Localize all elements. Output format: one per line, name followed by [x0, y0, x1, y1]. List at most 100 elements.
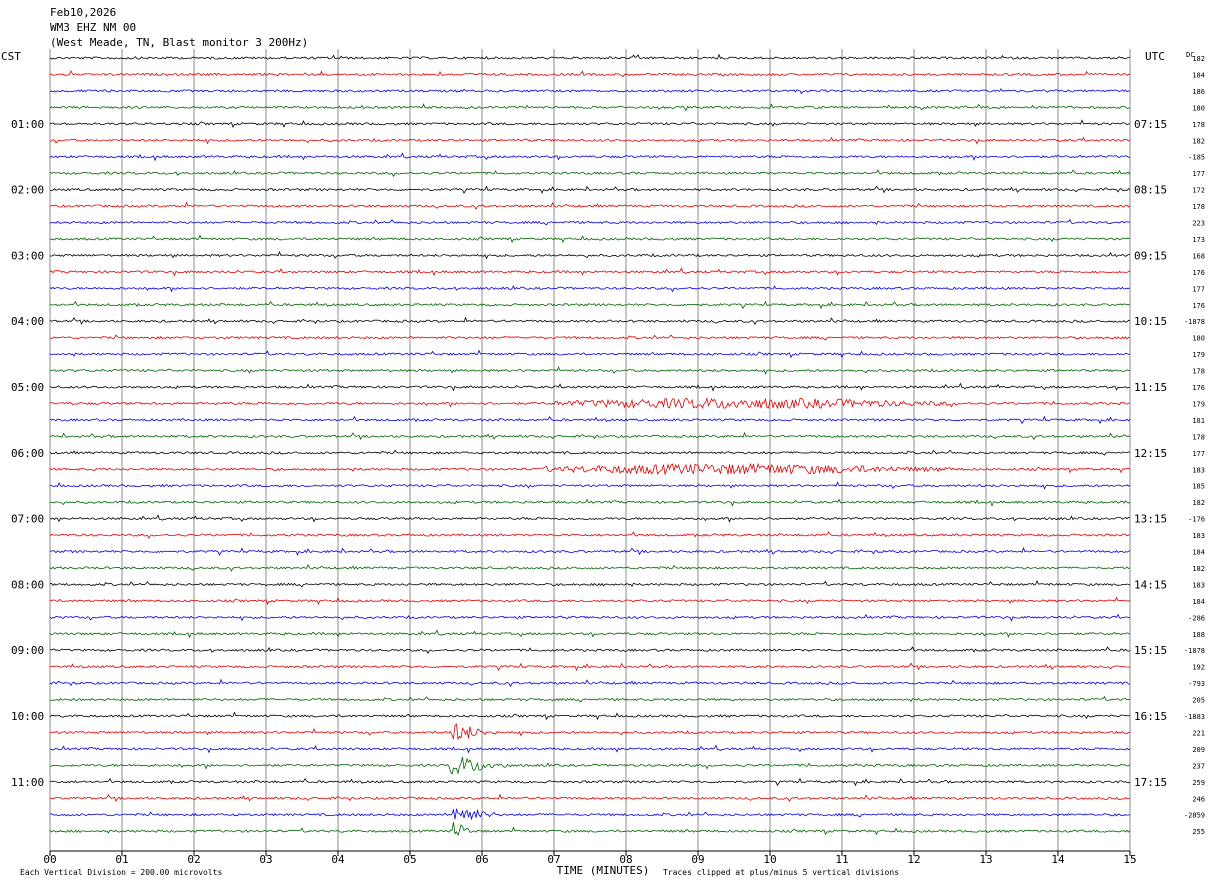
- dc-offset-label: 179: [1192, 400, 1205, 408]
- dc-offset-label: -1883: [1184, 713, 1205, 721]
- x-tick-label: 00: [43, 853, 56, 866]
- trace-row-19: [49, 366, 1131, 375]
- trace-row-28: [49, 514, 1131, 523]
- dc-offset-label: 182: [1192, 137, 1205, 145]
- trace-row-9: [49, 201, 1131, 210]
- trace-row-43: [49, 757, 1131, 775]
- trace-row-35: [49, 629, 1131, 639]
- dc-offset-label: -286: [1188, 614, 1205, 622]
- trace-row-27: [49, 498, 1131, 507]
- x-tick-label: 03: [259, 853, 272, 866]
- dc-offset-label: 246: [1192, 795, 1205, 803]
- trace-row-13: [49, 267, 1131, 277]
- left-hour-label: 10:00: [11, 710, 44, 723]
- dc-offset-label: 182: [1192, 55, 1205, 63]
- left-hour-label: 09:00: [11, 644, 44, 657]
- dc-offset-label: 178: [1192, 433, 1205, 441]
- left-hour-labels: 01:00 02:00 03:00 04:00 05:00 06:00 07:00 08:00…: [11, 118, 44, 789]
- x-tick-label: 07: [547, 853, 560, 866]
- dc-offset-label: 259: [1192, 779, 1205, 787]
- dc-offset-label: 182: [1192, 565, 1205, 573]
- trace-row-30: [49, 546, 1131, 556]
- left-hour-label: 05:00: [11, 381, 44, 394]
- chart-header: Feb10,2026 WM3 EHZ NM 00 (West Meade, TN…: [50, 6, 308, 49]
- dc-offset-label: 177: [1192, 450, 1205, 458]
- x-tick-label: 15: [1123, 853, 1136, 866]
- trace-row-36: [49, 646, 1131, 655]
- x-tick-label: 08: [619, 853, 632, 866]
- trace-row-45: [49, 793, 1131, 803]
- trace-group: [49, 53, 1131, 837]
- trace-row-10: [49, 218, 1131, 226]
- trace-row-31: [49, 564, 1131, 572]
- right-hour-label: 10:15: [1134, 315, 1167, 328]
- right-hour-label: 08:15: [1134, 184, 1167, 197]
- x-tick-label: 01: [115, 853, 128, 866]
- dc-offset-label: 173: [1192, 236, 1205, 244]
- dc-column-label: DC: [1186, 51, 1194, 59]
- x-tick-label: 05: [403, 853, 416, 866]
- dc-offset-label: 181: [1192, 417, 1205, 425]
- x-tick-label: 09: [691, 853, 704, 866]
- dc-offset-label: 237: [1192, 762, 1205, 770]
- x-tick-label: 06: [475, 853, 488, 866]
- trace-row-18: [49, 349, 1131, 359]
- trace-row-42: [49, 744, 1131, 754]
- trace-row-32: [49, 579, 1131, 588]
- x-tick-label: 12: [907, 853, 920, 866]
- right-hour-label: 09:15: [1134, 249, 1167, 262]
- trace-row-41: [49, 723, 1131, 741]
- trace-row-2: [49, 88, 1131, 95]
- x-tick-label: 14: [1051, 853, 1065, 866]
- dc-offset-label: 172: [1192, 187, 1205, 195]
- dc-offset-label: 192: [1192, 664, 1205, 672]
- right-hour-labels: 07:15 08:15 09:15 10:15 11:15 12:15 13:15 14:15…: [1134, 118, 1167, 789]
- right-hour-label: 12:15: [1134, 447, 1167, 460]
- right-axis-label: UTC: [1145, 50, 1165, 63]
- trace-row-39: [49, 695, 1131, 703]
- dc-offset-label: 184: [1192, 72, 1205, 80]
- right-hour-label: 14:15: [1134, 578, 1167, 591]
- scale-note: Each Vertical Division = 200.00 microvol…: [20, 868, 222, 877]
- dc-offset-labels: 182 184 186 180 178 182 -185 177 172 178 223 173 168…: [1184, 55, 1205, 836]
- dc-offset-label: -2859: [1184, 812, 1205, 820]
- header-location: (West Meade, TN, Blast monitor 3 200Hz): [50, 36, 308, 49]
- left-hour-label: 03:00: [11, 249, 44, 262]
- dc-offset-label: 176: [1192, 384, 1205, 392]
- header-date: Feb10,2026: [50, 6, 116, 19]
- trace-row-4: [49, 119, 1131, 128]
- dc-offset-label: 184: [1192, 598, 1205, 606]
- dc-offset-label: 179: [1192, 351, 1205, 359]
- trace-row-44: [49, 777, 1130, 787]
- dc-offset-label: 168: [1192, 252, 1205, 260]
- dc-offset-label: 178: [1192, 368, 1205, 376]
- dc-offset-label: 176: [1192, 269, 1205, 277]
- dc-offset-label: 177: [1192, 170, 1205, 178]
- left-hour-label: 08:00: [11, 578, 44, 591]
- x-tick-label: 10: [763, 853, 776, 866]
- trace-row-11: [49, 234, 1131, 244]
- x-axis: 00 01 02 03 04 05 06 07 08 09 10 11 12 13 14 15: [43, 851, 1137, 866]
- clip-note: Traces clipped at plus/minus 5 vertical …: [663, 868, 899, 877]
- x-tick-label: 11: [835, 853, 848, 866]
- dc-offset-label: 177: [1192, 285, 1205, 293]
- trace-row-20: [49, 382, 1131, 392]
- dc-offset-label: 221: [1192, 729, 1205, 737]
- trace-row-6: [49, 152, 1131, 162]
- trace-row-21: [49, 396, 1131, 410]
- x-tick-label: 13: [979, 853, 992, 866]
- trace-row-26: [49, 481, 1131, 490]
- dc-offset-label: 205: [1192, 697, 1205, 705]
- left-hour-label: 07:00: [11, 513, 44, 526]
- dc-offset-label: -176: [1188, 516, 1205, 524]
- trace-row-23: [49, 431, 1131, 441]
- left-axis-label: CST: [1, 50, 21, 63]
- dc-offset-label: 182: [1192, 499, 1205, 507]
- dc-offset-label: -1878: [1184, 647, 1205, 655]
- trace-row-46: [49, 807, 1131, 821]
- trace-row-17: [49, 334, 1131, 341]
- left-hour-label: 04:00: [11, 315, 44, 328]
- trace-row-12: [49, 250, 1131, 260]
- trace-row-38: [49, 678, 1131, 688]
